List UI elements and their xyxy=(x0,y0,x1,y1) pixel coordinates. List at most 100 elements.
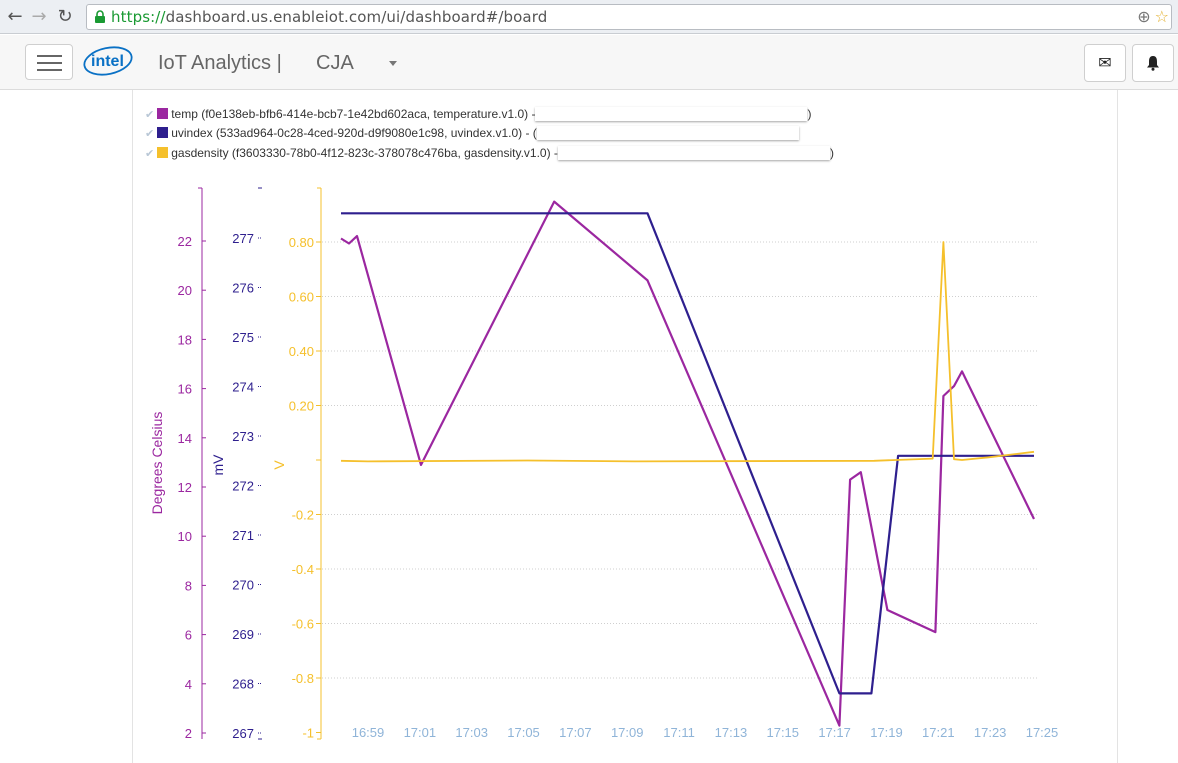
temp-tick-label: 22 xyxy=(178,234,192,249)
gasdensity-tick-label: -0.8 xyxy=(292,671,314,686)
temp-tick-label: 8 xyxy=(185,578,192,593)
gasdensity-tick-label: 0.20 xyxy=(289,399,314,414)
brand-text: intel xyxy=(91,53,124,70)
legend-swatch xyxy=(157,108,169,119)
gasdensity-tick-label: -0.4 xyxy=(292,562,314,577)
checkmark-icon: ✔ xyxy=(145,108,155,121)
temp-tick-label: 10 xyxy=(178,529,192,544)
uvindex-tick-label: 268 xyxy=(232,677,254,692)
redacted-field xyxy=(557,146,830,160)
gasdensity-tick-label: 0.80 xyxy=(289,235,314,250)
x-tick-label: 17:03 xyxy=(455,725,488,740)
temp-axis: Degrees Celsius 2 4 6 8 10 12 14 16 18 20 22 xyxy=(149,187,206,741)
temp-axis-label: Degrees Celsius xyxy=(149,412,165,515)
mail-icon: ✉ xyxy=(1098,53,1112,72)
plot-lines xyxy=(340,200,1035,727)
dashboard-panel xyxy=(132,90,1118,763)
x-tick-label: 17:09 xyxy=(611,725,644,740)
gasdensity-axis-label: V xyxy=(271,460,287,470)
bell-icon xyxy=(1147,56,1159,71)
legend-tail: ) xyxy=(829,146,834,160)
zoom-icon[interactable]: ⊕ xyxy=(1137,7,1151,26)
temp-tick-label: 20 xyxy=(178,283,192,298)
x-tick-label: 17:15 xyxy=(766,725,799,740)
x-tick-label: 17:01 xyxy=(404,725,437,740)
address-bar[interactable]: https://dashboard.us.enableiot.com/ui/da… xyxy=(86,4,1172,30)
menu-icon-bar xyxy=(37,62,62,64)
temp-tick-label: 18 xyxy=(178,332,192,347)
redacted-field xyxy=(535,107,808,121)
redacted-field xyxy=(536,126,799,140)
checkmark-icon: ✔ xyxy=(145,127,155,140)
gasdensity-tick-label: -0.6 xyxy=(292,617,314,632)
menu-icon xyxy=(37,55,62,57)
uvindex-axis-label: mV xyxy=(210,454,226,476)
x-tick-label: 17:21 xyxy=(922,725,955,740)
legend-label: uvindex (533ad964-0c28-4ced-920d-d9f9080… xyxy=(171,126,537,140)
x-tick-label: 17:13 xyxy=(715,725,748,740)
reload-icon[interactable]: ↻ xyxy=(57,6,73,27)
uvindex-tick-label: 275 xyxy=(232,330,254,345)
x-tick-label: 17:07 xyxy=(559,725,592,740)
url-scheme: https:// xyxy=(111,8,166,26)
temp-tick-label: 4 xyxy=(185,677,192,692)
x-tick-label: 17:19 xyxy=(870,725,903,740)
checkmark-icon: ✔ xyxy=(145,147,155,160)
gasdensity-tick-label: 0.40 xyxy=(289,344,314,359)
url-text: https://dashboard.us.enableiot.com/ui/da… xyxy=(111,8,547,26)
uvindex-tick-label: 270 xyxy=(232,578,254,593)
menu-icon-bar xyxy=(37,69,62,71)
gasdensity-tick-label: -1 xyxy=(302,726,314,741)
legend-swatch xyxy=(157,147,169,158)
series-line-uvindex xyxy=(341,212,1034,695)
temp-tick-label: 6 xyxy=(185,628,192,643)
legend-item-uvindex[interactable]: ✔ uvindex (533ad964-0c28-4ced-920d-d9f908… xyxy=(145,125,799,141)
intel-logo: intel xyxy=(83,46,133,76)
uvindex-tick-label: 267 xyxy=(232,726,254,741)
x-axis: 16:59 17:01 17:03 17:05 17:07 17:09 17:11 17:13… xyxy=(352,725,1059,740)
temp-tick-label: 14 xyxy=(178,431,192,446)
legend-item-gasdensity[interactable]: ✔ gasdensity (f3603330-78b0-4f12-823c-378… xyxy=(145,145,834,161)
app-header: intel IoT Analytics | CJA ✉ xyxy=(0,35,1178,90)
gasdensity-tick-label: -0.2 xyxy=(292,508,314,523)
url-icons: ⊕ ☆ xyxy=(1137,7,1169,26)
legend-swatch xyxy=(157,127,169,138)
browser-toolbar: ← → ↻ https://dashboard.us.enableiot.com… xyxy=(0,0,1178,34)
x-tick-label: 17:23 xyxy=(974,725,1007,740)
temp-tick-label: 12 xyxy=(178,480,192,495)
x-tick-label: 17:05 xyxy=(507,725,540,740)
uvindex-tick-label: 271 xyxy=(232,528,254,543)
gasdensity-tick-label: 0.60 xyxy=(289,290,314,305)
x-tick-label: 17:17 xyxy=(818,725,851,740)
chevron-down-icon[interactable] xyxy=(389,61,397,66)
legend-tail: ) xyxy=(807,107,812,121)
uvindex-tick-label: 272 xyxy=(232,479,254,494)
uvindex-tick-label: 277 xyxy=(232,231,254,246)
menu-button[interactable] xyxy=(25,44,73,80)
legend-label: temp (f0e138eb-bfb6-414e-bcb7-1e42bd602a… xyxy=(171,107,536,121)
account-selector[interactable]: CJA xyxy=(316,52,354,74)
forward-icon[interactable]: → xyxy=(31,6,47,27)
legend-label: gasdensity (f3603330-78b0-4f12-823c-3780… xyxy=(171,146,558,160)
notifications-button[interactable] xyxy=(1132,44,1174,82)
mail-button[interactable]: ✉ xyxy=(1084,44,1126,82)
url-path: dashboard.us.enableiot.com/ui/dashboard#… xyxy=(165,8,548,26)
temp-tick-label: 2 xyxy=(185,726,192,741)
uvindex-tick-label: 273 xyxy=(232,429,254,444)
uvindex-tick-label: 276 xyxy=(232,281,254,296)
grid xyxy=(322,241,1038,679)
uvindex-axis: mV 267 268 269 270 271 272 273 274 275 276 277 xyxy=(210,187,262,741)
x-tick-label: 17:25 xyxy=(1026,725,1059,740)
app-title: IoT Analytics | xyxy=(158,52,282,74)
uvindex-tick-label: 274 xyxy=(232,380,254,395)
x-tick-label: 16:59 xyxy=(352,725,385,740)
back-icon[interactable]: ← xyxy=(7,6,23,27)
temp-tick-label: 16 xyxy=(178,382,192,397)
legend-item-temp[interactable]: ✔ temp (f0e138eb-bfb6-414e-bcb7-1e42bd602… xyxy=(145,106,811,122)
uvindex-tick-label: 269 xyxy=(232,627,254,642)
series-line-temp xyxy=(340,200,1035,727)
x-tick-label: 17:11 xyxy=(663,725,695,740)
star-icon[interactable]: ☆ xyxy=(1154,7,1169,26)
gasdensity-axis: V -1 -0.8 -0.6 -0.4 -0.2 0.20 0.40 0.60 0.80 xyxy=(271,187,322,741)
